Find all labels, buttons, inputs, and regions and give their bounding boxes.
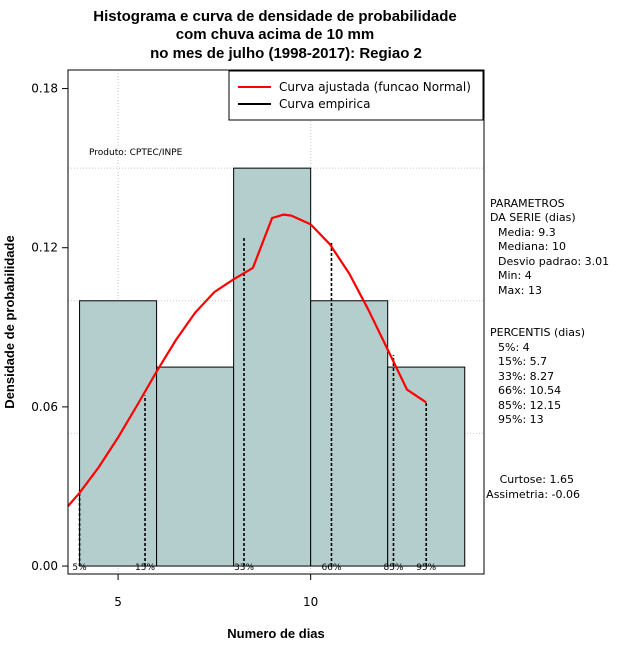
fitted-curve-line [67, 213, 427, 507]
histogram-bar [310, 300, 389, 567]
histogram-bar [156, 366, 235, 567]
histogram-bar [387, 366, 466, 567]
y-axis-title: Densidade de probabilidade [2, 235, 17, 408]
legend: Curva ajustada (funcao Normal) Curva emp… [228, 70, 484, 121]
legend-box [228, 70, 484, 121]
series-parameters-panel: PARAMETROS DA SERIE (dias) Media: 9.3 Me… [490, 197, 609, 297]
x-axis-title: Numero de dias [227, 626, 325, 641]
x-axis: 5 10 [114, 573, 318, 609]
percentile-label: 33% [234, 563, 254, 573]
percentile-label: 95% [416, 563, 436, 573]
parameter-mediana: Mediana: 10 [498, 240, 566, 253]
parameters-heading-1: PARAMETROS [490, 197, 565, 210]
x-tick-label: 5 [114, 595, 122, 609]
percentiles-panel: PERCENTIS (dias) 5%: 4 15%: 5.7 33%: 8.2… [490, 326, 585, 426]
y-tick-label: 0.06 [31, 400, 58, 414]
histogram-bar [233, 167, 312, 567]
legend-label-empirical: Curva empirica [279, 97, 370, 111]
parameter-desvio: Desvio padrao: 3.01 [498, 255, 609, 268]
y-tick-label: 0.18 [31, 82, 58, 96]
product-annotation: Produto: CPTEC/INPE [89, 148, 183, 158]
chart-title-line-1: Histograma e curva de densidade de proba… [93, 8, 456, 25]
y-axis: 0.00 0.06 0.12 0.18 [31, 82, 69, 573]
parameter-max: Max: 13 [498, 284, 542, 297]
stat-curtose: Curtose: 1.65 [500, 473, 574, 486]
chart-title: Histograma e curva de densidade de proba… [93, 8, 456, 62]
percentile-label: 5% [72, 563, 87, 573]
percentile-5: 5%: 4 [498, 341, 530, 354]
y-tick-label: 0.12 [31, 241, 58, 255]
chart-title-line-2: com chuva acima de 10 mm [176, 26, 374, 43]
parameters-heading-2: DA SERIE (dias) [490, 211, 576, 224]
percentiles-heading: PERCENTIS (dias) [490, 326, 585, 339]
fitted-curve [67, 213, 427, 507]
parameter-min: Min: 4 [498, 269, 532, 282]
stat-assimetria: Assimetria: -0.06 [486, 488, 580, 501]
percentile-label: 15% [135, 563, 155, 573]
percentile-lines [78, 236, 428, 567]
percentile-66: 66%: 10.54 [498, 384, 561, 397]
histogram-bars [79, 167, 466, 567]
parameter-media: Media: 9.3 [498, 226, 556, 239]
percentile-33: 33%: 8.27 [498, 370, 554, 383]
x-tick-label: 10 [303, 595, 318, 609]
chart-title-line-3: no mes de julho (1998-2017): Regiao 2 [150, 45, 422, 62]
histogram-bar [79, 300, 158, 567]
shape-statistics: Curtose: 1.65 Assimetria: -0.06 [486, 473, 580, 501]
percentile-label: 66% [321, 563, 341, 573]
legend-label-fitted: Curva ajustada (funcao Normal) [279, 80, 471, 94]
percentile-95: 95%: 13 [498, 413, 544, 426]
percentile-labels: 5% 15% 33% 66% 85% 95% [72, 563, 436, 573]
percentile-label: 85% [383, 563, 403, 573]
percentile-15: 15%: 5.7 [498, 355, 547, 368]
percentile-85: 85%: 12.15 [498, 399, 561, 412]
y-tick-label: 0.00 [31, 559, 58, 573]
